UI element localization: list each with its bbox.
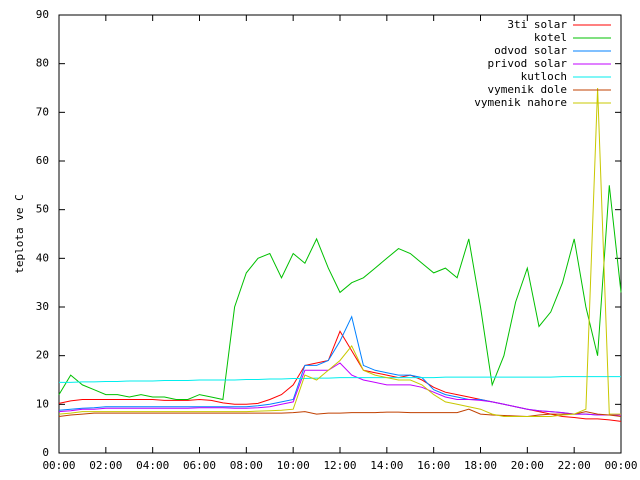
- series-line: [58, 362, 621, 416]
- x-tick-label: 20:00: [511, 459, 544, 472]
- x-tick-label: 14:00: [370, 459, 403, 472]
- x-tick-label: 16:00: [417, 459, 450, 472]
- x-tick-label: 08:00: [230, 459, 263, 472]
- y-tick-label: 20: [36, 349, 49, 362]
- legend-label: odvod solar: [494, 44, 567, 57]
- x-tick-label: 00:00: [42, 459, 75, 472]
- x-tick-label: 02:00: [89, 459, 122, 472]
- x-tick-label: 00:00: [604, 459, 637, 472]
- y-tick-label: 80: [36, 57, 49, 70]
- x-tick-label: 06:00: [183, 459, 216, 472]
- x-tick-label: 12:00: [323, 459, 356, 472]
- y-axis-label: teplota ve C: [13, 194, 26, 273]
- legend-label: vymenik dole: [488, 83, 567, 96]
- x-tick-label: 10:00: [277, 459, 310, 472]
- y-tick-label: 40: [36, 251, 49, 264]
- y-tick-label: 10: [36, 397, 49, 410]
- x-tick-label: 18:00: [464, 459, 497, 472]
- y-tick-label: 50: [36, 203, 49, 216]
- y-tick-label: 30: [36, 300, 49, 313]
- y-tick-label: 70: [36, 105, 49, 118]
- series-line: [59, 376, 621, 383]
- y-tick-label: 90: [36, 8, 49, 21]
- y-tick-label: 60: [36, 154, 49, 167]
- y-tick-label: 0: [42, 446, 49, 459]
- legend-label: privod solar: [488, 57, 568, 70]
- x-tick-label: 22:00: [558, 459, 591, 472]
- legend-label: 3ti solar: [507, 18, 567, 31]
- legend-label: kutloch: [521, 70, 567, 83]
- legend-label: vymenik nahore: [474, 96, 567, 109]
- x-tick-label: 04:00: [136, 459, 169, 472]
- legend-label: kotel: [534, 31, 567, 44]
- series-line: [58, 185, 622, 401]
- series-line: [58, 87, 621, 417]
